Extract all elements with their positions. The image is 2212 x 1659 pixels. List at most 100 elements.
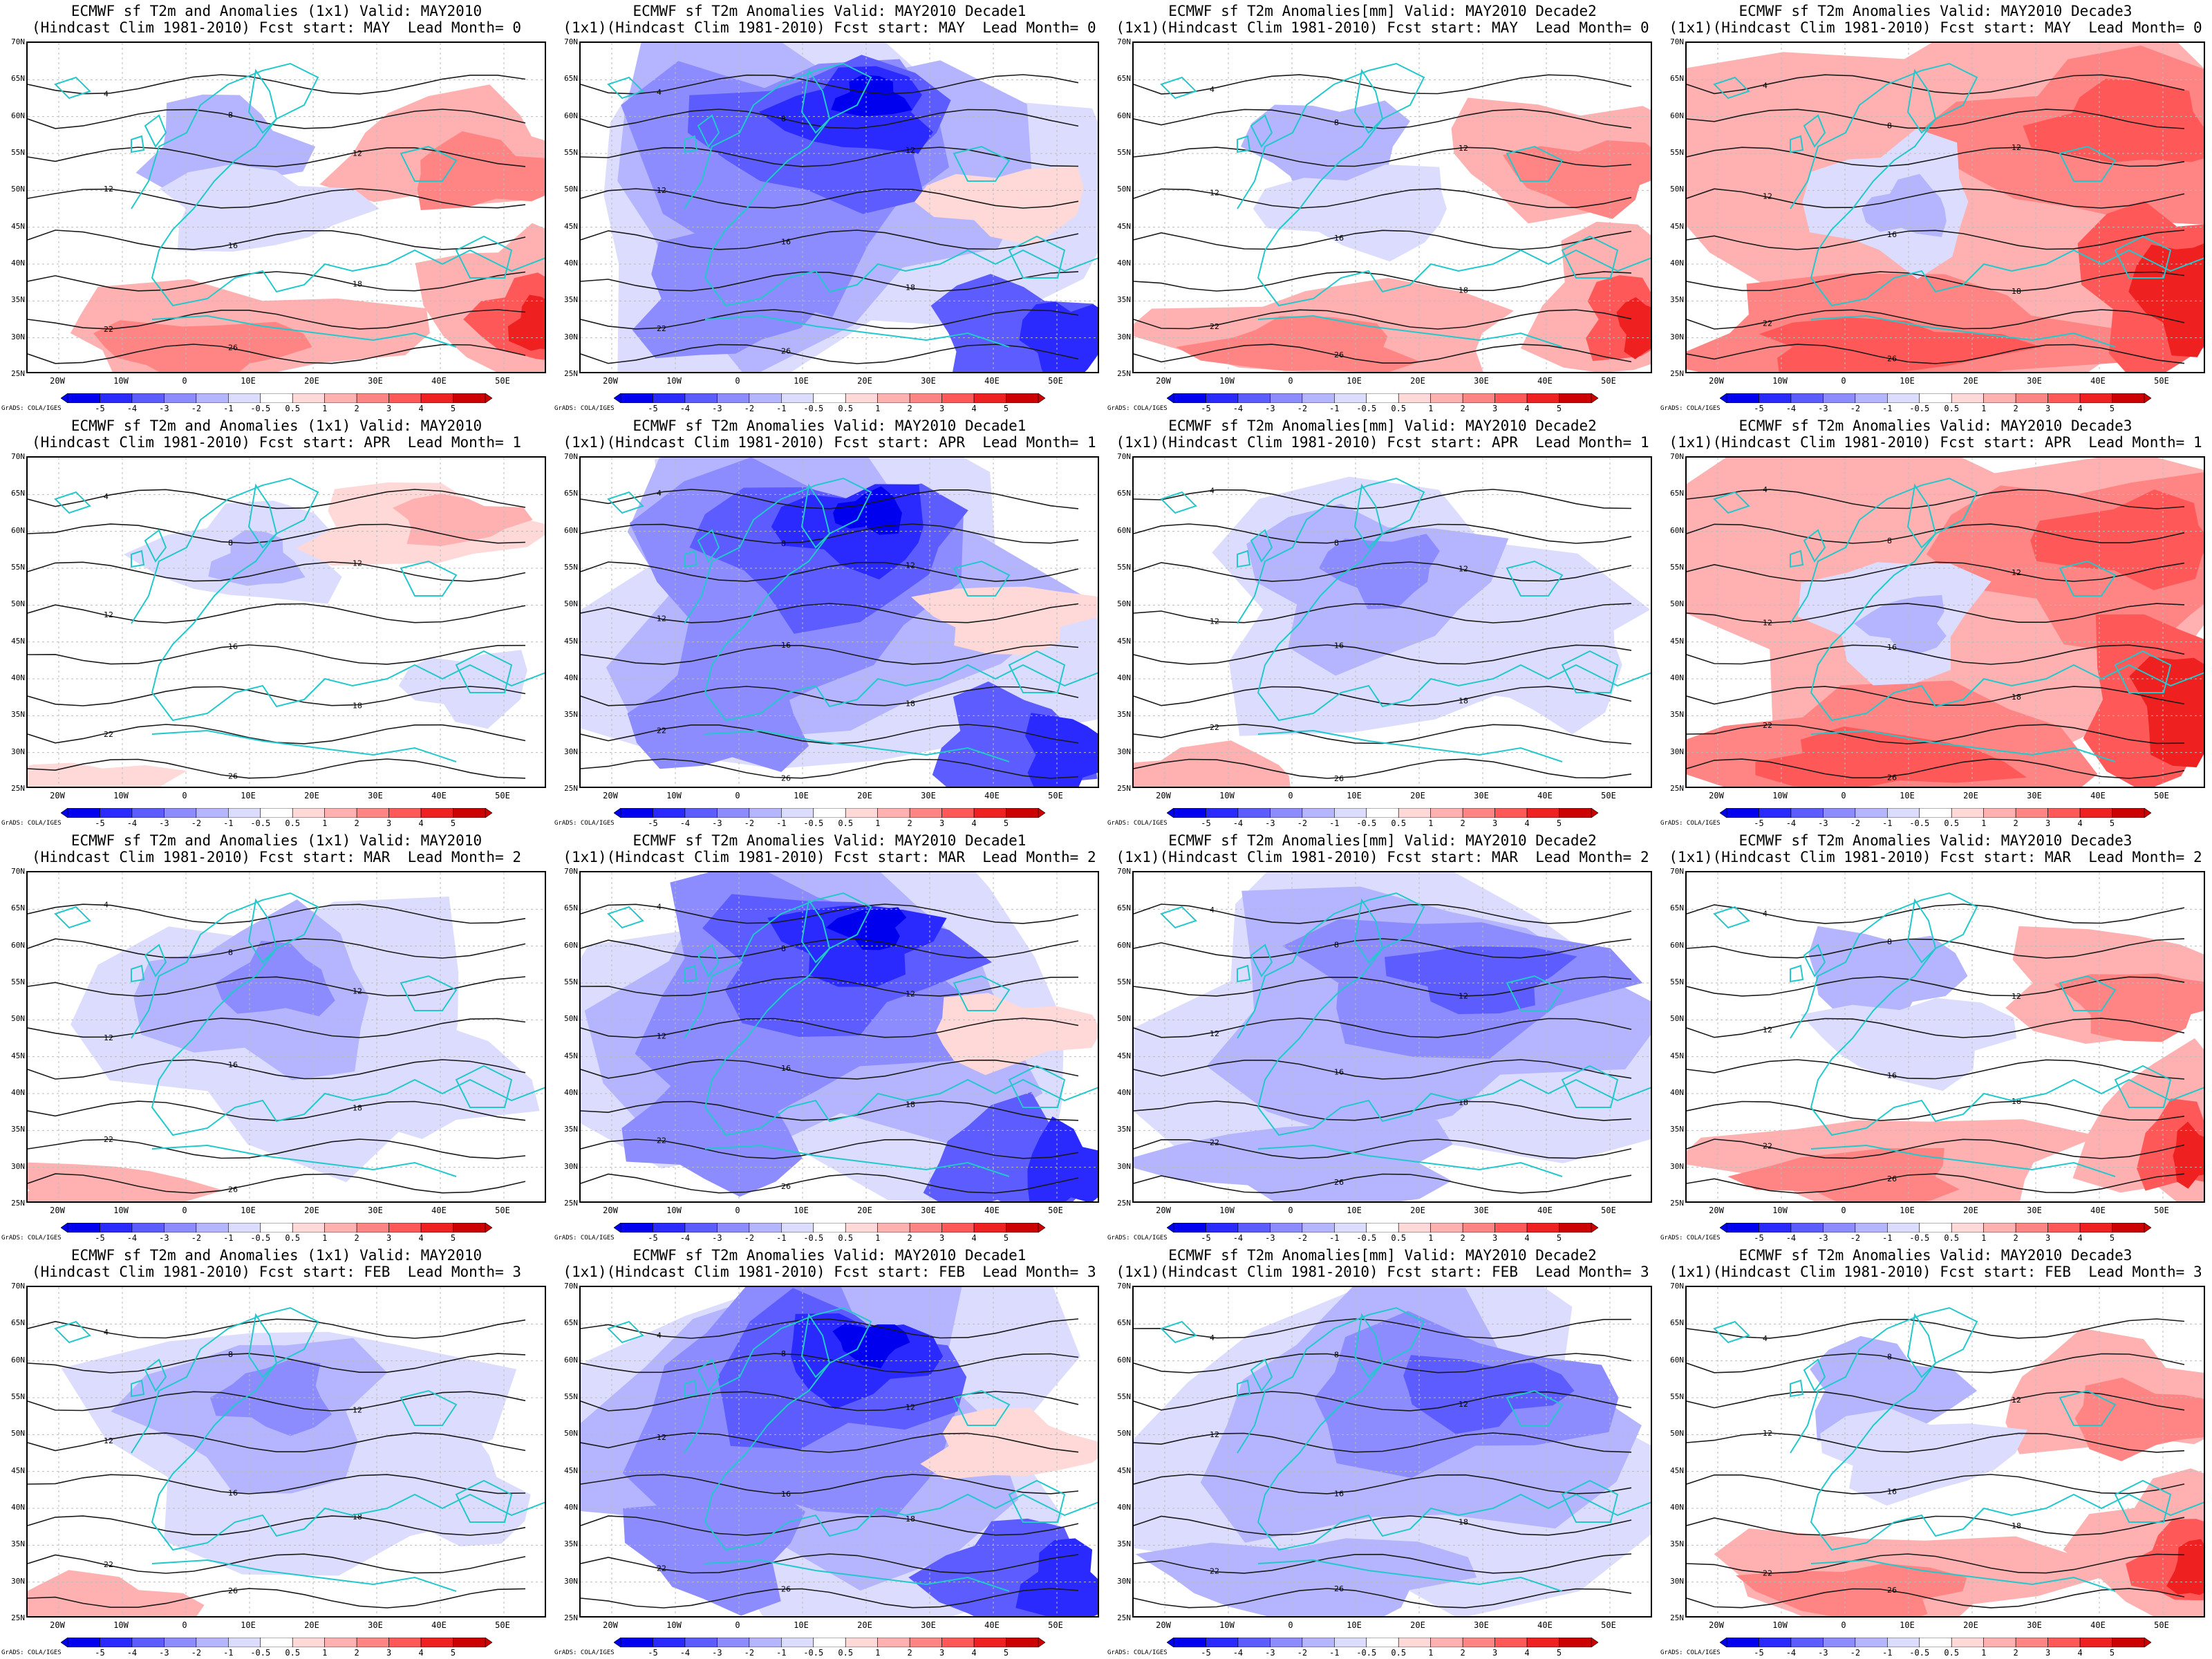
colorbar-swatch bbox=[164, 1637, 197, 1648]
isotherm-label: 4 bbox=[104, 492, 109, 501]
isotherm-contour bbox=[1134, 603, 1632, 624]
isotherm-contour bbox=[1687, 903, 2185, 924]
colorbar-swatches bbox=[1719, 393, 2152, 404]
latitude-label: 45N bbox=[11, 1465, 25, 1475]
coastline bbox=[1008, 1479, 1066, 1523]
colorbar-tick-label: -0.5 bbox=[1909, 1648, 1930, 1658]
isotherm-label: 22 bbox=[104, 730, 113, 739]
colorbar-swatches bbox=[1719, 1222, 2152, 1233]
anomaly-shading bbox=[2166, 1539, 2204, 1595]
panel-title: ECMWF sf T2m Anomalies[mm] Valid: MAY201… bbox=[1168, 3, 1597, 19]
map-canvas: 4 8 12 12 16 18 22 26 bbox=[28, 458, 545, 787]
longitude-label: 20W bbox=[1156, 1206, 1171, 1215]
colorbar-tick-label: 2 bbox=[907, 1233, 912, 1243]
isotherm-contour bbox=[1134, 489, 1632, 509]
colorbar-arrow-high bbox=[485, 1222, 493, 1233]
isotherm-label: 22 bbox=[657, 726, 666, 735]
anomaly-shading bbox=[1810, 1335, 1978, 1441]
isotherm-contour bbox=[1134, 686, 1632, 706]
colorbar-tick-label: 0.5 bbox=[1944, 1233, 1960, 1243]
colorbar-tick-label: 0.5 bbox=[285, 404, 301, 413]
latitude-label: 25N bbox=[564, 784, 578, 793]
longitude-label: 20E bbox=[1963, 376, 1978, 386]
latitude-label: 55N bbox=[1117, 148, 1131, 157]
longitude-label: 30E bbox=[2027, 376, 2042, 386]
anomaly-shading bbox=[215, 940, 335, 1017]
latitude-label: 50N bbox=[11, 1014, 25, 1024]
colorbar-swatch bbox=[2047, 1637, 2081, 1648]
longitude-label: 30E bbox=[1474, 376, 1489, 386]
isotherm-label: 12 bbox=[1459, 564, 1468, 573]
forecast-panel: ECMWF sf T2m Anomalies Valid: MAY2010 De… bbox=[553, 0, 1106, 415]
latitude-label: 55N bbox=[1670, 977, 1684, 986]
isotherm-contour bbox=[1687, 229, 2185, 250]
colorbar-swatch bbox=[292, 393, 325, 404]
colorbar-swatch bbox=[2015, 1222, 2048, 1233]
colorbar-swatch bbox=[1334, 1637, 1367, 1648]
colorbar-arrow-high bbox=[1038, 1637, 1046, 1648]
colorbar-tick-label: -4 bbox=[679, 404, 691, 413]
colorbar-tick-label: -5 bbox=[95, 404, 105, 413]
colorbar-tick-label: 0.5 bbox=[1391, 1233, 1407, 1243]
grads-credit: GrADS: COLA/IGES bbox=[1107, 405, 1168, 412]
isotherm-label: 8 bbox=[1887, 122, 1892, 131]
latitude-label: 40N bbox=[1117, 1503, 1131, 1512]
isotherm-label: 16 bbox=[1334, 1068, 1344, 1077]
colorbar-tick-label: -1 bbox=[1329, 404, 1340, 413]
anomaly-shading bbox=[1759, 317, 2042, 372]
colorbar-swatch bbox=[324, 393, 357, 404]
latitude-label: 30N bbox=[564, 747, 578, 756]
latitude-label: 45N bbox=[564, 1051, 578, 1060]
colorbar-arrow-low bbox=[1166, 1222, 1174, 1233]
coastline bbox=[1810, 1559, 2116, 1592]
coastline bbox=[131, 62, 545, 307]
colorbar bbox=[1166, 1222, 1612, 1233]
longitude-label: 0 bbox=[1288, 791, 1293, 800]
longitude-label: 20E bbox=[857, 791, 872, 800]
anomaly-shading bbox=[621, 1057, 803, 1197]
latitude-label: 50N bbox=[1117, 599, 1131, 609]
panel-title: ECMWF sf T2m Anomalies Valid: MAY2010 De… bbox=[1738, 3, 2133, 19]
isotherm-contour bbox=[581, 1018, 1079, 1038]
latitude-label: 40N bbox=[1670, 673, 1684, 682]
isotherm-label: 18 bbox=[1459, 285, 1468, 294]
colorbar-swatch bbox=[131, 1637, 165, 1648]
panel-title: ECMWF sf T2m Anomalies[mm] Valid: MAY201… bbox=[1168, 1247, 1597, 1264]
colorbar-swatch bbox=[2112, 807, 2145, 818]
colorbar-tick-label: -2 bbox=[191, 404, 202, 413]
latitude-label: 40N bbox=[564, 1503, 578, 1512]
grads-credit: GrADS: COLA/IGES bbox=[1107, 820, 1168, 827]
anomaly-shading bbox=[911, 586, 1098, 655]
colorbar-swatch bbox=[1823, 393, 1856, 404]
isotherm-contour bbox=[28, 147, 526, 167]
panel-title: ECMWF sf T2m Anomalies[mm] Valid: MAY201… bbox=[1168, 418, 1597, 434]
colorbar-swatches bbox=[613, 1222, 1046, 1233]
isotherm-label: 18 bbox=[2012, 1521, 2021, 1530]
coastline bbox=[1257, 729, 1563, 762]
isotherm-contour bbox=[581, 1353, 1079, 1374]
isotherm-label: 8 bbox=[1334, 1350, 1339, 1359]
isotherm-contour bbox=[581, 561, 1079, 582]
colorbar-arrow-high bbox=[1591, 1222, 1599, 1233]
longitude-label: 20W bbox=[50, 1206, 65, 1215]
isotherm-contour bbox=[1134, 938, 1632, 959]
isotherm-contour bbox=[581, 1515, 1079, 1536]
isotherm-label: 4 bbox=[657, 902, 662, 911]
colorbar-swatch bbox=[1366, 807, 1399, 818]
longitude-label: 20W bbox=[1709, 791, 1724, 800]
colorbar-swatch bbox=[877, 807, 910, 818]
isotherm-contour bbox=[1687, 74, 2185, 95]
colorbar-tick-label: -2 bbox=[191, 1648, 202, 1658]
latitude-label: 65N bbox=[11, 489, 25, 498]
colorbar-tick-label: -0.5 bbox=[250, 404, 271, 413]
isotherm-label: 22 bbox=[1210, 1138, 1219, 1147]
panel-subtitle: (1x1)(Hindcast Clim 1981-2010) Fcst star… bbox=[1669, 1264, 2202, 1280]
colorbar-tick-label: 4 bbox=[418, 1233, 424, 1243]
coastline bbox=[1237, 477, 1651, 722]
colorbar-swatch bbox=[1919, 393, 1952, 404]
longitude-label: 30E bbox=[368, 1206, 383, 1215]
anomaly-shading bbox=[1015, 1538, 1098, 1616]
latitude-label: 70N bbox=[11, 1282, 25, 1291]
forecast-panel: ECMWF sf T2m Anomalies Valid: MAY2010 De… bbox=[553, 1244, 1106, 1659]
colorbar-arrow-high bbox=[1038, 1222, 1046, 1233]
